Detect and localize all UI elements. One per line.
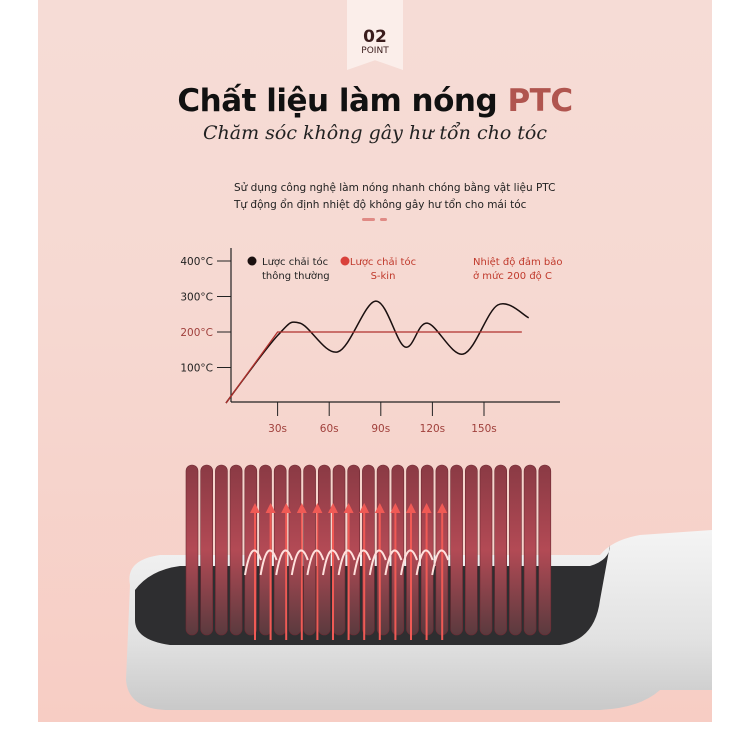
- heat-swirl: [244, 549, 262, 576]
- description-line-1: Sử dụng công nghệ làm nóng nhanh chóng b…: [234, 182, 556, 194]
- bristle: [215, 464, 228, 636]
- x-tick-label: 120s: [420, 423, 446, 435]
- heat-swirl: [290, 549, 309, 576]
- bristle: [303, 464, 316, 636]
- heat-arrow-head: [281, 503, 292, 513]
- bristle: [229, 464, 243, 636]
- divider-dash: [362, 218, 375, 221]
- bristle: [288, 464, 302, 636]
- heat-swirl: [353, 549, 372, 576]
- legend-marker-normal: [247, 256, 257, 266]
- legend-label-skin: Lược chải tóc: [350, 256, 416, 268]
- point-label: POINT: [361, 46, 389, 56]
- point-number: 02: [363, 27, 387, 47]
- heat-arrow-head: [343, 503, 354, 513]
- heat-arrow-head: [437, 503, 448, 513]
- annotation: ở mức 200 độ C: [473, 270, 552, 282]
- description-line-2: Tự động ổn định nhiệt độ không gây hư tổ…: [234, 199, 527, 211]
- heat-arrow-head: [250, 503, 260, 513]
- series-line-skin-brush: [225, 331, 522, 404]
- title-highlight: PTC: [507, 83, 573, 119]
- bristle: [317, 464, 331, 636]
- x-tick-label: 30s: [268, 423, 287, 435]
- bristle: [450, 464, 463, 636]
- heat-swirl: [259, 549, 278, 576]
- bristle: [185, 464, 199, 636]
- x-tick-label: 150s: [471, 423, 497, 435]
- heat-swirl: [431, 549, 450, 576]
- bristle: [406, 464, 419, 636]
- x-tick-label: 60s: [320, 423, 339, 435]
- annotation: Nhiệt độ đảm bảo: [473, 256, 562, 268]
- page-title: Chất liệu làm nóng PTC: [0, 83, 750, 119]
- heat-swirl: [400, 549, 418, 576]
- bristle: [509, 464, 522, 636]
- legend-label-normal: Lược chải tóc: [262, 256, 328, 268]
- y-tick-label: 400°C: [180, 256, 213, 268]
- heat-swirl: [275, 549, 294, 576]
- heat-arrow-head: [265, 503, 276, 513]
- y-tick-label: 200°C: [180, 327, 213, 339]
- x-tick-label: 90s: [371, 423, 390, 435]
- bristle: [523, 464, 537, 636]
- heat-arrows: [244, 503, 450, 640]
- legend-label-skin: S-kin: [371, 271, 396, 282]
- bristle: [538, 464, 552, 636]
- heat-arrow-head: [328, 503, 338, 513]
- bristle: [332, 464, 346, 636]
- bristle: [464, 464, 478, 636]
- heat-swirl: [322, 549, 340, 576]
- heat-arrow-head: [296, 503, 307, 513]
- heat-swirl: [368, 549, 387, 576]
- bristles: [185, 464, 552, 636]
- heat-swirl: [384, 549, 403, 576]
- heat-arrow-head: [406, 503, 416, 513]
- title-main: Chất liệu làm nóng: [177, 83, 508, 119]
- bristle: [479, 464, 493, 636]
- bristle: [494, 464, 508, 636]
- point-badge: [347, 0, 403, 70]
- series-line-normal-brush: [225, 300, 530, 404]
- heat-arrow-head: [359, 503, 370, 513]
- heat-swirl: [337, 549, 356, 576]
- heat-arrow-head: [312, 503, 323, 513]
- divider-dash: [380, 218, 387, 221]
- heat-arrow-head: [421, 503, 432, 513]
- heat-arrow-head: [390, 503, 401, 513]
- heat-swirl: [415, 549, 434, 576]
- legend-label-normal: thông thường: [262, 270, 330, 282]
- heat-arrow-head: [374, 503, 385, 513]
- subtitle: Chăm sóc không gây hư tổn cho tóc: [202, 122, 548, 144]
- y-tick-label: 300°C: [180, 292, 213, 304]
- bristle: [200, 464, 213, 636]
- legend-marker-skin: [340, 256, 350, 266]
- heat-swirl: [306, 549, 325, 576]
- y-tick-label: 100°C: [180, 363, 213, 375]
